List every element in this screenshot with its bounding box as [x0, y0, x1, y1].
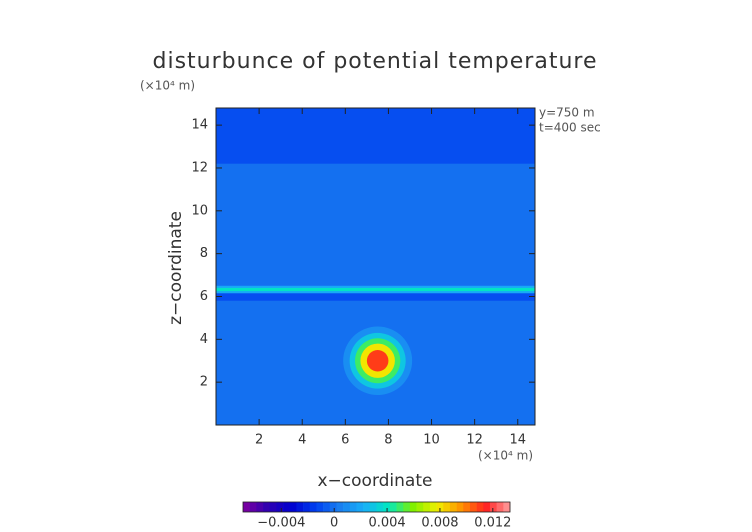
- colorbar-segment: [309, 502, 317, 512]
- annotation: y=750 m: [539, 106, 595, 120]
- contour-region: [366, 350, 389, 372]
- colorbar-tick-label: −0.004: [257, 516, 305, 531]
- colorbar-segment: [376, 502, 384, 512]
- y-tick-label: 6: [200, 289, 208, 304]
- colorbar-segment: [363, 502, 371, 512]
- x-tick-label: 4: [298, 433, 306, 448]
- colorbar-frame: [242, 501, 511, 513]
- colorbar-tick-label: 0.012: [474, 516, 511, 531]
- y-unit: (×10⁴ m): [140, 79, 195, 93]
- colorbar-segment: [249, 502, 257, 512]
- contour-region: [216, 108, 535, 164]
- y-tick-label: 14: [191, 118, 208, 133]
- colorbar-segment: [449, 502, 457, 512]
- x-unit: (×10⁴ m): [478, 449, 533, 463]
- colorbar-segment: [316, 502, 324, 512]
- x-tick-label: 12: [466, 433, 483, 448]
- y-tick-label: 8: [200, 246, 208, 261]
- x-tick-label: 14: [509, 433, 526, 448]
- annotation: t=400 sec: [539, 121, 601, 135]
- colorbar-segment: [329, 502, 337, 512]
- y-tick-label: 10: [191, 203, 208, 218]
- x-tick-label: 8: [384, 433, 392, 448]
- contour-region: [216, 287, 535, 292]
- y-tick-label: 4: [200, 332, 208, 347]
- colorbar-tick-label: 0.004: [368, 516, 405, 531]
- colorbar-segment: [303, 502, 311, 512]
- colorbar-segment: [429, 502, 437, 512]
- colorbar-segment: [276, 502, 284, 512]
- colorbar-segment: [403, 502, 411, 512]
- colorbar-segment: [436, 502, 444, 512]
- colorbar-segment: [389, 502, 397, 512]
- x-tick-label: 2: [255, 433, 263, 448]
- colorbar-segment: [469, 502, 477, 512]
- colorbar-segment: [369, 502, 377, 512]
- colorbar-segment: [296, 502, 304, 512]
- colorbar-tick-label: 0.008: [421, 516, 458, 531]
- colorbar-segment: [423, 502, 431, 512]
- colorbar-segment: [483, 502, 491, 512]
- colorbar-segment: [416, 502, 424, 512]
- colorbar-segment: [343, 502, 351, 512]
- plot-frame: [215, 107, 536, 426]
- colorbar-segment: [243, 502, 250, 512]
- colorbar-segment: [336, 502, 344, 512]
- y-axis-label: z−coordinate: [166, 211, 186, 325]
- colorbar-tick-label: 0: [330, 516, 338, 531]
- colorbar-segment: [443, 502, 451, 512]
- contour-region: [216, 292, 535, 301]
- colorbar-segment: [356, 502, 364, 512]
- x-tick-label: 6: [341, 433, 349, 448]
- x-axis-label: x−coordinate: [318, 471, 433, 491]
- y-tick-label: 2: [200, 375, 208, 390]
- colorbar-segment: [283, 502, 291, 512]
- colorbar-segment: [476, 502, 484, 512]
- colorbar-segment: [463, 502, 471, 512]
- y-tick-label: 12: [191, 160, 208, 175]
- colorbar-segment: [396, 502, 404, 512]
- colorbar-segment: [383, 502, 391, 512]
- colorbar-segment: [263, 502, 270, 512]
- colorbar-segment: [503, 502, 511, 512]
- colorbar-segment: [409, 502, 417, 512]
- colorbar-segment: [289, 502, 297, 512]
- colorbar-segment: [256, 502, 264, 512]
- colorbar-segment: [456, 502, 464, 512]
- colorbar-segment: [269, 502, 277, 512]
- colorbar-segment: [349, 502, 357, 512]
- chart-title: disturbunce of potential temperature: [153, 49, 598, 74]
- colorbar-segment: [489, 502, 497, 512]
- colorbar-segment: [496, 502, 504, 512]
- colorbar-segment: [323, 502, 331, 512]
- x-tick-label: 10: [423, 433, 440, 448]
